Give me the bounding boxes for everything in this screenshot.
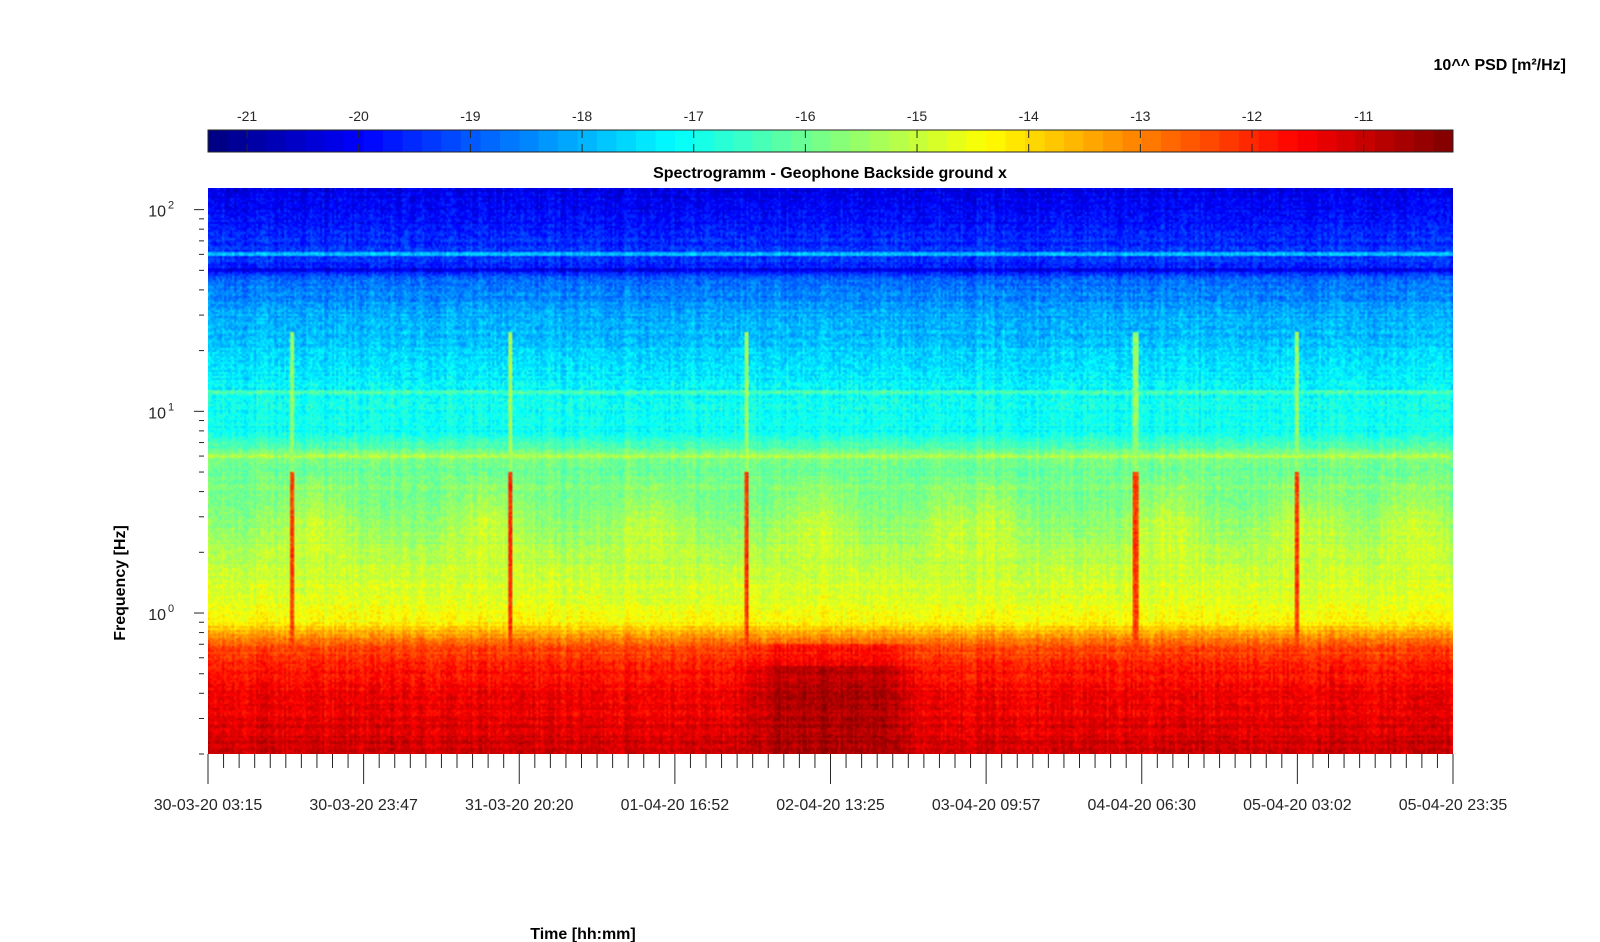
y-tick-label: 10 2: [148, 200, 174, 221]
colorbar-tick-label: -13: [1130, 108, 1150, 124]
x-tick-label: 05-04-20 23:35: [1399, 797, 1508, 814]
colorbar-tick-label: -20: [349, 108, 369, 124]
colorbar-tick-label: -14: [1019, 108, 1039, 124]
x-axis: 30-03-20 03:15 30-03-20 23:47 31-03-20 20:…: [154, 754, 1508, 814]
y-tick-base: 10: [148, 204, 166, 221]
y-tick-base: 10: [148, 607, 166, 624]
colorbar-tick-label: -18: [572, 108, 592, 124]
y-tick-label: 10 0: [148, 603, 174, 624]
x-tick-label: 30-03-20 03:15: [154, 797, 263, 814]
y-tick-label: 10 1: [148, 401, 174, 422]
colorbar-label: 10^^ PSD [m²/Hz]: [1434, 57, 1566, 74]
colorbar-tick-label: -12: [1242, 108, 1262, 124]
y-tick-exponent: 0: [168, 603, 174, 615]
x-tick-label: 04-04-20 06:30: [1087, 797, 1196, 814]
y-tick-exponent: 1: [168, 401, 174, 413]
colorbar: -21 -20 -19 -18 -17 -16 -15 -14 -13 -12 -11: [207, 108, 1454, 153]
x-tick-label: 31-03-20 20:20: [465, 797, 574, 814]
spectrogram-heatmap: [208, 188, 1453, 754]
y-axis-label: Frequency [Hz]: [112, 525, 129, 641]
y-tick-base: 10: [148, 405, 166, 422]
colorbar-tick-label: -15: [907, 108, 927, 124]
chart-title: Spectrogramm - Geophone Backside ground …: [653, 165, 1007, 182]
x-tick-label: 01-04-20 16:52: [621, 797, 730, 814]
x-tick-label: 03-04-20 09:57: [932, 797, 1041, 814]
colorbar-tick-label: -19: [460, 108, 480, 124]
y-tick-exponent: 2: [168, 200, 174, 212]
x-tick-label: 05-04-20 03:02: [1243, 797, 1352, 814]
colorbar-ticks: -21 -20 -19 -18 -17 -16 -15 -14 -13 -12 -11: [237, 108, 1373, 152]
colorbar-gradient: [208, 130, 1453, 152]
colorbar-tick-label: -21: [237, 108, 257, 124]
colorbar-tick-label: -17: [684, 108, 704, 124]
x-tick-label: 02-04-20 13:25: [776, 797, 885, 814]
colorbar-frame: [207, 129, 1454, 153]
colorbar-tick-label: -11: [1354, 108, 1373, 124]
colorbar-tick-label: -16: [795, 108, 815, 124]
x-axis-label: Time [hh:mm]: [530, 926, 635, 942]
x-tick-label: 30-03-20 23:47: [309, 797, 418, 814]
